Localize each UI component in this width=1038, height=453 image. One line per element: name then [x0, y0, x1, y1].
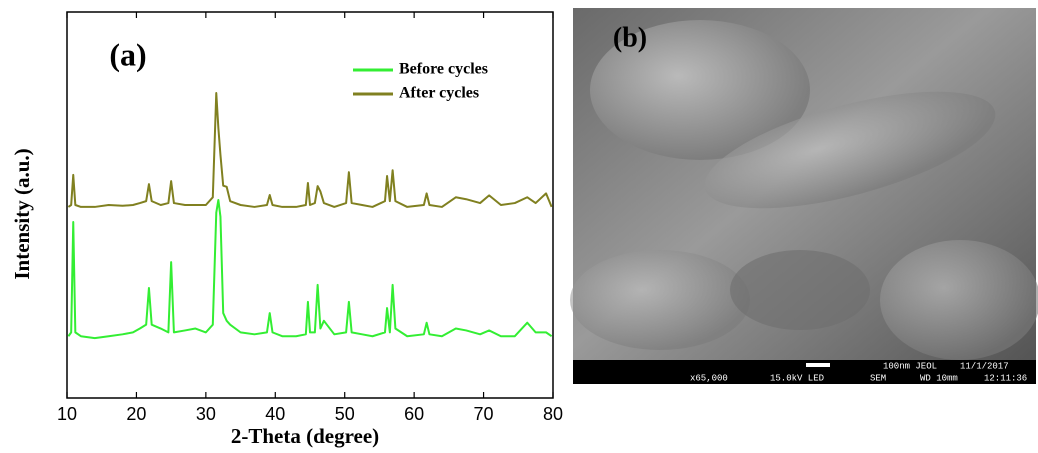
sem-flake — [730, 250, 870, 330]
x-tick-label: 80 — [543, 404, 563, 424]
x-tick-label: 20 — [126, 404, 146, 424]
x-axis-title: 2-Theta (degree) — [231, 424, 379, 448]
x-tick-label: 70 — [474, 404, 494, 424]
sem-info: 11/1/2017 — [960, 361, 1009, 371]
sem-info: SEM — [870, 373, 886, 383]
sem-info: x65,000 — [690, 373, 728, 383]
xrd-panel: (a) 2-Theta (degree) Intensity (a.u.) 10… — [10, 12, 563, 448]
legend-label: After cycles — [399, 85, 479, 102]
sem-info: 12:11:36 — [984, 373, 1027, 383]
panel-label: (b) — [613, 22, 647, 53]
sem-info: 100nm JEOL — [883, 361, 937, 371]
x-tick-label: 10 — [57, 404, 77, 424]
sem-panel: (b) x65,000 15.0kV LED SEM WD 10mm 100nm… — [570, 8, 1038, 384]
sem-info: WD 10mm — [920, 373, 958, 383]
sem-flake — [880, 240, 1038, 360]
sem-flake — [570, 250, 750, 350]
sem-info: 15.0kV LED — [770, 373, 824, 383]
scale-bar — [806, 363, 830, 367]
x-tick-label: 60 — [404, 404, 424, 424]
x-tick-label: 30 — [196, 404, 216, 424]
x-tick-label: 40 — [265, 404, 285, 424]
figure: (a) 2-Theta (degree) Intensity (a.u.) 10… — [0, 0, 1038, 453]
x-tick-label: 50 — [335, 404, 355, 424]
y-axis-title: Intensity (a.u.) — [10, 148, 34, 279]
legend-label: Before cycles — [399, 61, 488, 78]
series-line — [68, 93, 551, 207]
panel-label: (a) — [109, 36, 146, 72]
series-line — [68, 200, 551, 338]
